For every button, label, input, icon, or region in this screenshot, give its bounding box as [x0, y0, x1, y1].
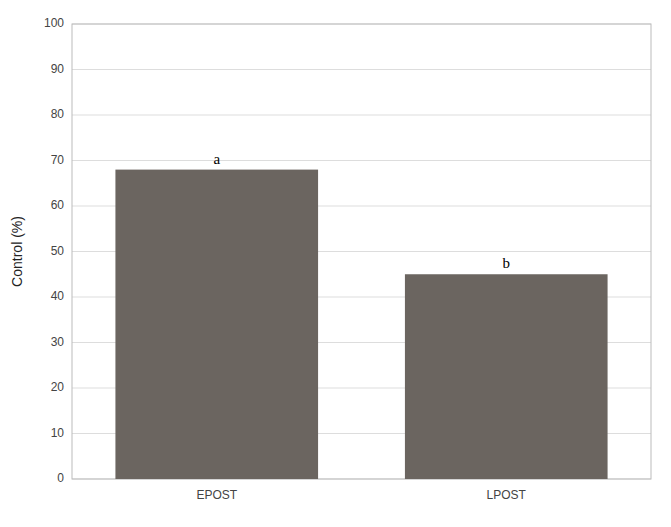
grid-line — [72, 69, 651, 70]
chart-container: 0102030405060708090100abEPOSTLPOSTContro… — [0, 0, 671, 527]
grid-line — [72, 160, 651, 161]
y-tick-label: 90 — [51, 62, 65, 76]
y-tick-label: 40 — [51, 289, 65, 303]
plot-frame — [72, 24, 651, 479]
x-tick-label: LPOST — [487, 488, 527, 502]
bar — [115, 170, 318, 479]
y-tick-label: 50 — [51, 244, 65, 258]
y-axis: 0 10 20 30 40 50 60 70 80 90 100 — [44, 16, 64, 485]
bar-annotation: b — [503, 255, 511, 271]
y-tick-label: 100 — [44, 16, 64, 30]
bar — [405, 274, 608, 479]
y-tick-label: 60 — [51, 198, 65, 212]
y-tick-label: 80 — [51, 107, 65, 121]
y-tick-label: 0 — [57, 471, 64, 485]
y-tick-label: 30 — [51, 335, 65, 349]
annotations: ab — [213, 151, 510, 272]
y-tick-label: 10 — [51, 426, 65, 440]
x-axis: EPOST LPOST — [196, 488, 526, 502]
grid — [72, 24, 651, 479]
grid-line — [72, 115, 651, 116]
y-axis-label: Control (%) — [9, 216, 25, 287]
y-tick-label: 20 — [51, 380, 65, 394]
bar-annotation: a — [213, 151, 220, 167]
bars — [115, 170, 607, 479]
chart-svg: 0102030405060708090100abEPOSTLPOSTContro… — [0, 0, 671, 527]
x-tick-label: EPOST — [196, 488, 237, 502]
y-tick-label: 70 — [51, 153, 65, 167]
